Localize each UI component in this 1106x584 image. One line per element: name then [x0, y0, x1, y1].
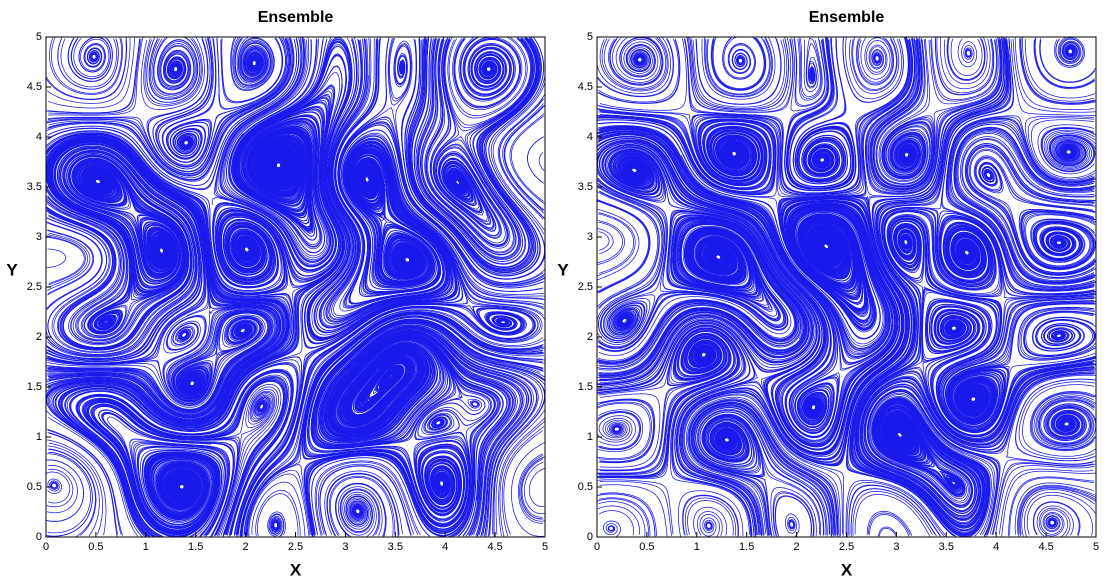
x-tick-label: 3: [893, 541, 899, 553]
streamline: [1033, 502, 1080, 537]
y-tick-label: 1.5: [578, 381, 593, 393]
streamline: [529, 468, 544, 506]
streamline: [870, 515, 910, 537]
x-tick-label: 3.5: [939, 541, 954, 553]
streamline: [48, 479, 62, 494]
chart-title: Ensemble: [809, 9, 885, 26]
y-tick-label: 2.5: [578, 281, 593, 293]
y-tick-label: 5: [587, 31, 593, 43]
streamline: [512, 442, 545, 536]
streamlines: [597, 37, 1096, 537]
streamline: [855, 495, 930, 537]
streamline: [47, 249, 66, 268]
x-axis-label: X: [841, 560, 853, 579]
streamline: [600, 481, 672, 536]
streamline: [868, 513, 910, 535]
x-tick-label: 3.5: [388, 541, 403, 553]
x-tick-label: 5: [1093, 541, 1099, 553]
y-tick-label: 3: [587, 231, 593, 243]
x-tick-label: 1: [694, 541, 700, 553]
streamline: [47, 469, 73, 507]
x-tick-label: 2.5: [839, 541, 854, 553]
chart-title: Ensemble: [258, 9, 334, 26]
streamline: [1041, 510, 1068, 537]
y-tick-label: 3.5: [27, 181, 42, 193]
y-tick-label: 4: [36, 131, 42, 143]
y-tick-label: 4: [587, 131, 593, 143]
streamline: [944, 37, 987, 83]
y-tick-label: 2: [36, 331, 42, 343]
x-tick-label: 1.5: [188, 541, 203, 553]
x-tick-label: 0: [594, 541, 600, 553]
streamline: [600, 39, 687, 111]
x-tick-label: 3: [342, 541, 348, 553]
streamline: [947, 38, 985, 81]
streamline: [776, 496, 812, 536]
streamline: [880, 528, 896, 536]
streamline: [1054, 38, 1084, 68]
streamline: [597, 222, 623, 263]
x-tick-label: 4.5: [487, 541, 502, 553]
x-tick-label: 4.5: [1038, 541, 1053, 553]
streamline: [527, 137, 543, 182]
streamline: [539, 152, 544, 170]
y-tick-label: 2: [587, 331, 593, 343]
x-tick-label: 0.5: [639, 541, 654, 553]
y-tick-label: 1: [587, 431, 593, 443]
y-tick-label: 0: [36, 531, 42, 543]
streamline: [688, 37, 790, 111]
y-tick-label: 4.5: [27, 81, 42, 93]
y-tick-label: 3: [36, 231, 42, 243]
x-tick-label: 2: [243, 541, 249, 553]
x-tick-label: 4: [442, 541, 448, 553]
streamline: [1022, 490, 1095, 537]
streamline: [958, 39, 977, 67]
x-tick-label: 5: [542, 541, 548, 553]
y-tick-label: 0: [587, 531, 593, 543]
streamline: [1020, 38, 1096, 104]
plot: 0 0.5 1 1.5 2 2.5 3 3.5 4 4.5 5 0 0.5 1 1.5 2 2.5 3 3.5 4 4.…: [557, 9, 1099, 579]
x-tick-label: 0: [43, 541, 49, 553]
y-tick-label: 1.5: [27, 381, 42, 393]
y-tick-label: 4.5: [578, 81, 593, 93]
y-tick-label: 3.5: [578, 181, 593, 193]
streamlines: [46, 37, 545, 537]
x-tick-label: 0.5: [88, 541, 103, 553]
y-tick-label: 0.5: [578, 481, 593, 493]
streamline: [599, 232, 610, 251]
x-tick-label: 4: [993, 541, 999, 553]
streamline: [700, 514, 720, 537]
streamline: [785, 514, 799, 537]
streamline: [599, 416, 636, 446]
x-tick-label: 1: [143, 541, 149, 553]
streamline: [1021, 37, 1094, 103]
streamline: [598, 499, 649, 537]
x-tick-label: 1.5: [739, 541, 754, 553]
streamline: [859, 38, 893, 83]
plot: 0 0.5 1 1.5 2 2.5 3 3.5 4 4.5 5 0 0.5 1 1.5 2 2.5 3 3.5 4 4.…: [6, 9, 548, 579]
y-tick-label: 5: [36, 31, 42, 43]
x-tick-label: 2: [794, 541, 800, 553]
x-axis-label: X: [290, 560, 302, 579]
y-tick-label: 2.5: [27, 281, 42, 293]
streamline: [683, 496, 738, 537]
y-axis-label: Y: [6, 260, 18, 279]
streamline: [603, 521, 620, 537]
x-tick-label: 2.5: [288, 541, 303, 553]
y-axis-label: Y: [557, 260, 569, 279]
y-tick-label: 0.5: [27, 481, 42, 493]
y-tick-label: 1: [36, 431, 42, 443]
